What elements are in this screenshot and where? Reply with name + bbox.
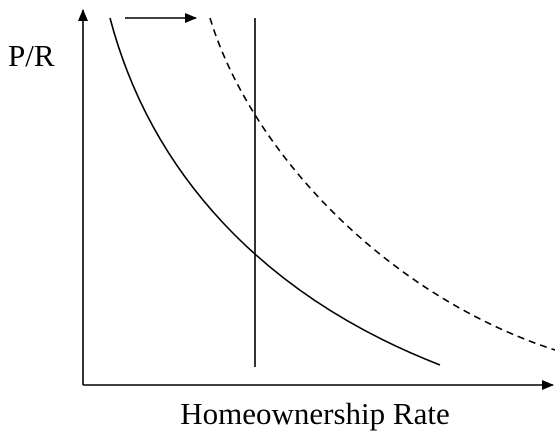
dashed-curve bbox=[209, 17, 555, 351]
solid-curve bbox=[109, 17, 441, 366]
x-axis-label: Homeownership Rate bbox=[180, 396, 449, 431]
y-axis-label: P/R bbox=[8, 38, 55, 73]
